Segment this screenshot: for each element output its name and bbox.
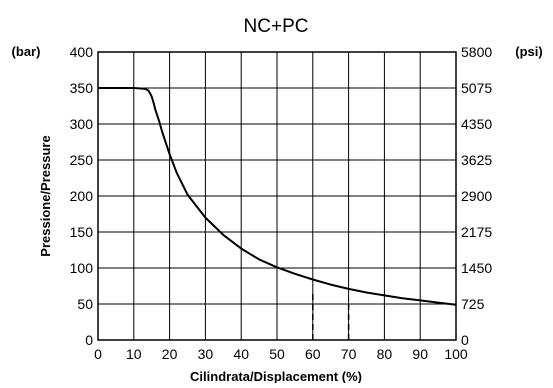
x-tick-label: 70 [341, 346, 357, 362]
y-unit-right-label: (psi) [515, 44, 542, 59]
x-tick-label: 0 [94, 346, 102, 362]
y-tick-label-left: 350 [70, 80, 94, 96]
y-tick-label-left: 400 [70, 44, 94, 60]
y-tick-label-right: 5800 [461, 44, 492, 60]
y-tick-label-left: 50 [77, 296, 93, 312]
x-tick-label: 40 [233, 346, 249, 362]
pressure-curve [98, 87, 457, 306]
y-tick-label-left: 100 [70, 260, 94, 276]
y-tick-label-right: 4350 [461, 116, 492, 132]
y-tick-label-left: 250 [70, 152, 94, 168]
grid-lines [98, 52, 456, 340]
y-tick-label-left: 150 [70, 224, 94, 240]
x-tick-label: 10 [126, 346, 142, 362]
y-tick-label-right: 0 [461, 332, 469, 348]
y-tick-label-right: 2175 [461, 224, 492, 240]
x-tick-label: 100 [444, 346, 468, 362]
y-unit-left-label: (bar) [12, 44, 41, 59]
y-tick-label-left: 200 [70, 188, 94, 204]
y-tick-label-right: 725 [461, 296, 485, 312]
x-tick-label: 50 [269, 346, 285, 362]
y-axis-label: Pressione/Pressure [38, 135, 53, 256]
y-tick-label-left: 0 [85, 332, 93, 348]
x-tick-label: 60 [305, 346, 321, 362]
plot-frame [97, 51, 457, 341]
y-tick-label-right: 2900 [461, 188, 492, 204]
x-tick-label: 30 [198, 346, 214, 362]
chart-title: NC+PC [244, 16, 309, 37]
y-tick-label-left: 300 [70, 116, 94, 132]
x-axis-label: Cilindrata/Displacement (%) [190, 369, 362, 383]
x-tick-label: 90 [412, 346, 428, 362]
x-tick-label: 20 [162, 346, 178, 362]
y-tick-label-right: 5075 [461, 80, 492, 96]
series-layer [98, 87, 457, 340]
y-tick-label-right: 3625 [461, 152, 492, 168]
x-tick-label: 80 [377, 346, 393, 362]
y-tick-label-right: 1450 [461, 260, 492, 276]
